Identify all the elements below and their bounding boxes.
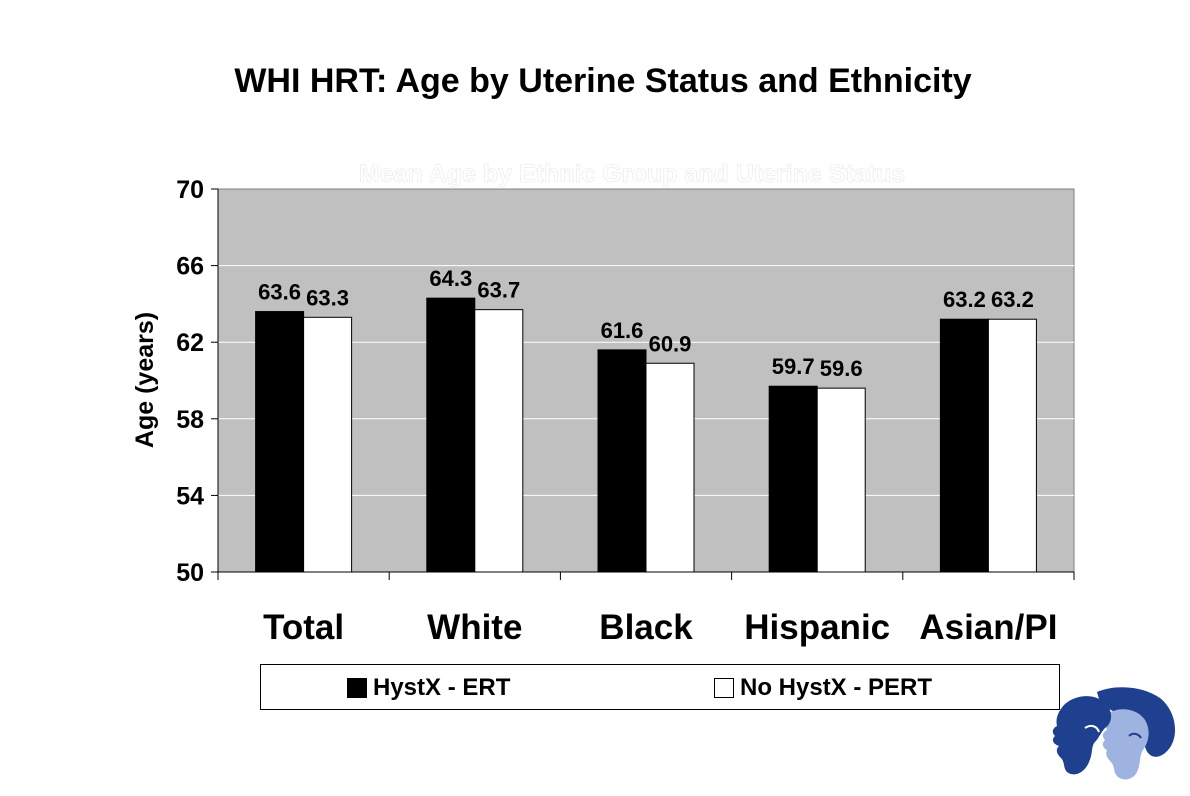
y-tick-label: 62 xyxy=(176,329,204,357)
legend-label: HystX - ERT xyxy=(373,674,510,702)
y-tick-label: 58 xyxy=(176,406,204,434)
bar-value-label: 60.9 xyxy=(649,331,692,356)
x-category-label: White xyxy=(427,608,522,647)
bar xyxy=(988,319,1036,572)
y-axis-label: Age (years) xyxy=(131,312,159,448)
bar-value-label: 63.7 xyxy=(477,278,520,303)
legend-item-no-hystx-pert: No HystX - PERT xyxy=(714,674,932,702)
y-tick-label: 54 xyxy=(176,482,204,510)
bar-value-label: 59.7 xyxy=(772,354,815,379)
chart-legend: HystX - ERT No HystX - PERT xyxy=(260,664,1060,710)
legend-swatch-black xyxy=(347,678,367,698)
bar xyxy=(940,319,988,572)
bar-value-label: 63.2 xyxy=(943,287,986,312)
bar-value-label: 59.6 xyxy=(820,356,863,381)
bar-value-label: 63.3 xyxy=(306,285,349,310)
chart-subtitle: Mean Age by Ethnic Group and Uterine Sta… xyxy=(359,160,905,188)
x-axis: Total White Black Hispanic Asian/PI xyxy=(218,572,1074,647)
bar-value-label: 63.6 xyxy=(258,280,301,305)
legend-item-hystx-ert: HystX - ERT xyxy=(347,674,510,702)
bar xyxy=(646,363,694,572)
bar-value-label: 63.2 xyxy=(991,287,1034,312)
x-category-label: Black xyxy=(599,608,693,647)
y-tick-label: 66 xyxy=(176,253,204,281)
whi-logo-image xyxy=(1045,684,1180,784)
bar xyxy=(427,298,475,572)
y-tick-label: 50 xyxy=(176,559,204,587)
bar xyxy=(304,317,352,572)
x-category-label: Asian/PI xyxy=(919,608,1057,647)
legend-label: No HystX - PERT xyxy=(740,674,932,702)
y-tick-label: 70 xyxy=(176,176,204,204)
x-category-label: Total xyxy=(263,608,344,647)
x-category-label: Hispanic xyxy=(744,608,890,647)
bar xyxy=(256,312,304,572)
bar-value-label: 64.3 xyxy=(429,266,472,291)
legend-swatch-white xyxy=(714,678,734,698)
y-axis: 50 54 58 62 66 70 xyxy=(176,176,218,587)
bar xyxy=(598,350,646,572)
bar xyxy=(475,310,523,572)
bar xyxy=(769,386,817,572)
bar-value-label: 61.6 xyxy=(601,318,644,343)
bar xyxy=(817,388,865,572)
